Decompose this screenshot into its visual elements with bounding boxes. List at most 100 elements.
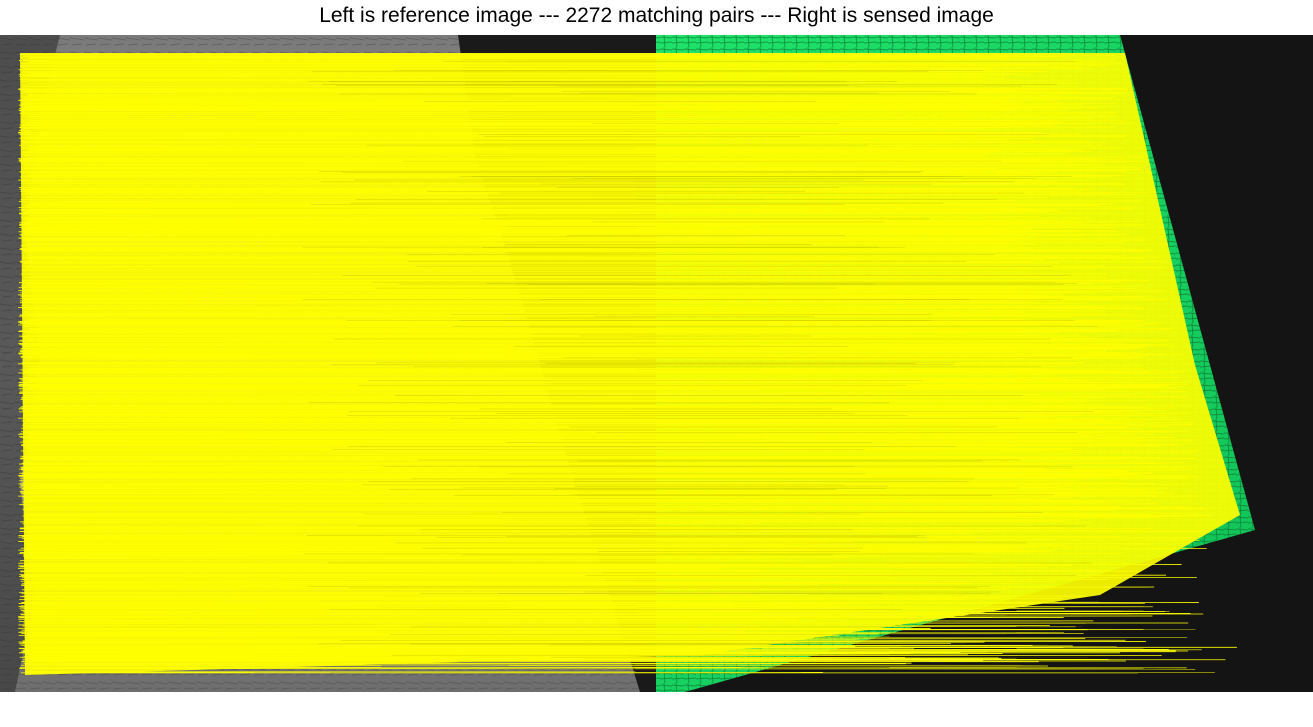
match-line [24,412,1102,414]
match-line [22,270,1031,272]
match-line [21,632,789,634]
match-line [21,488,1157,490]
match-line [26,93,1124,95]
match-line [18,207,1034,209]
match-line [23,417,1068,420]
match-line [21,466,1189,469]
match-line [28,115,1111,118]
match-line [24,414,1168,416]
match-line [29,655,1162,657]
match-line [26,323,1159,325]
match-line [19,393,1138,395]
match-line [21,426,1126,429]
match-line [21,63,1047,65]
match-line [29,102,1023,105]
match-line [29,473,1152,475]
match-line [28,117,1093,120]
match-line [28,380,1029,382]
match-line [22,495,1198,498]
match-line [20,136,1125,138]
match-line [24,192,1113,195]
match-line [20,484,1128,487]
match-line [19,490,1158,493]
match-line [21,610,1170,612]
match-line [19,137,1035,140]
match-line [26,227,1109,229]
match-figure [0,35,1313,692]
match-line [25,460,1155,462]
match-line [23,292,1075,294]
match-line [29,215,1039,217]
match-line [19,221,1011,223]
match-line [27,550,1052,552]
match-line [21,585,764,587]
match-line [24,656,906,658]
match-line [19,107,1081,109]
match-line [24,628,1196,630]
match-line [22,508,1209,511]
match-line [27,422,1195,424]
match-line [26,536,978,539]
match-line [27,529,1211,531]
match-line [26,314,1054,317]
match-line [23,442,1138,444]
match-line [19,486,1053,489]
match-line [28,242,1124,244]
match-line [25,537,1197,539]
match-line [24,619,798,622]
match-line [27,659,1039,661]
match-line [26,440,1093,442]
match-line [20,570,1000,573]
match-line [20,383,1074,386]
match-line [24,518,1079,521]
match-line [25,358,1079,361]
match-line [24,222,1031,224]
match-line [24,394,1040,396]
match-line [21,406,1129,408]
match-line [22,111,995,114]
match-line [18,230,1118,233]
match-line [23,262,1060,264]
match-line [18,200,1141,202]
match-line [19,598,1063,600]
match-line [24,472,1080,474]
match-line [26,663,906,665]
match-line [26,289,1032,291]
match-line [29,56,1056,58]
match-line [26,243,1009,245]
match-line [18,620,1094,623]
match-line [21,664,1048,667]
match-line [23,415,1054,418]
match-line [19,349,1106,352]
match-line [19,159,1123,161]
match-line [21,286,1109,289]
match-lines [18,53,1240,675]
match-line [18,68,993,71]
match-line [19,129,984,131]
match-line [22,55,1066,58]
match-line [22,401,1086,404]
match-line [29,533,973,535]
match-line [22,644,856,647]
match-line [19,527,1063,529]
match-line [28,638,859,641]
match-line [18,495,1157,497]
figure-title: Left is reference image --- 2272 matchin… [319,4,994,27]
match-line [20,80,1009,83]
match-line [26,283,1093,285]
match-line [29,625,1076,628]
match-line [24,306,1144,309]
match-line [25,160,1035,163]
match-line [21,268,1096,270]
match-line [27,542,828,544]
match-line [28,106,1061,108]
match-line [29,160,1050,162]
match-line [22,346,1142,348]
match-line [27,145,1018,147]
match-line [22,228,1008,231]
match-line [26,54,1018,56]
match-figure-canvas [0,35,1313,692]
match-line [23,103,1084,106]
match-line [29,302,1086,304]
match-line [25,357,1132,359]
